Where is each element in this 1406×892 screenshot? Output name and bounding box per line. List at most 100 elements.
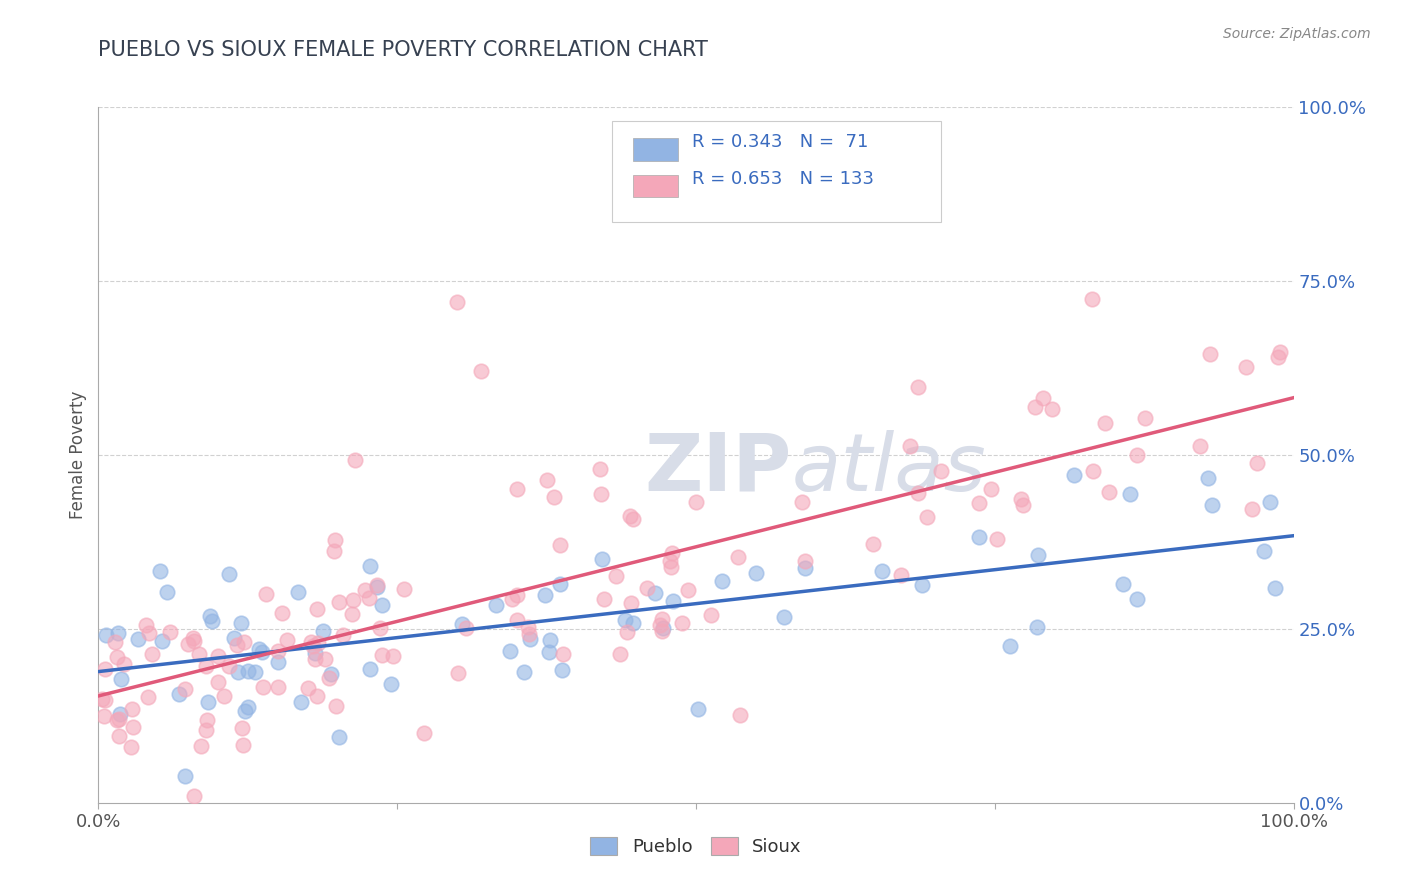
Point [236,699,259,714]
Point [226,665,249,679]
Point [1081,293,1104,307]
Point [276,632,298,647]
Point [862,537,884,551]
Point [685,495,707,509]
Point [671,616,693,631]
Point [197,695,219,709]
Point [311,624,333,638]
Point [506,613,529,627]
Point [231,721,253,735]
Point [328,595,350,609]
Point [605,569,627,583]
Point [195,659,218,673]
Point [267,655,290,669]
Point [195,713,218,727]
Point [446,294,468,309]
Point [1040,402,1063,417]
Point [485,598,508,612]
Point [1094,416,1116,430]
Point [1010,492,1032,507]
Point [304,646,326,660]
Point [138,626,160,640]
Point [1063,468,1085,483]
Point [108,729,131,743]
Point [1133,411,1156,425]
Point [1253,544,1275,558]
Point [506,482,529,496]
Point [105,714,128,728]
Point [967,530,990,544]
Y-axis label: Female Poverty: Female Poverty [69,391,87,519]
Point [609,647,631,661]
Point [592,591,614,606]
Point [470,364,492,378]
Point [613,614,636,628]
Point [218,659,240,673]
Point [104,635,127,649]
Point [183,634,205,648]
Point [1126,448,1149,462]
Point [321,666,343,681]
Point [120,739,142,754]
Point [890,567,912,582]
Point [727,549,749,564]
Point [314,652,336,666]
Point [537,645,560,659]
Point [254,587,277,601]
Point [1199,347,1222,361]
Point [644,586,666,600]
Point [499,644,522,658]
Text: R = 0.653   N = 133: R = 0.653 N = 133 [692,169,875,187]
Point [686,702,709,716]
Point [93,693,115,707]
FancyBboxPatch shape [633,138,678,161]
Point [366,580,388,594]
Point [730,707,752,722]
Text: PUEBLO VS SIOUX FEMALE POVERTY CORRELATION CHART: PUEBLO VS SIOUX FEMALE POVERTY CORRELATI… [98,40,709,60]
Point [651,612,673,626]
Point [1081,464,1104,478]
Point [589,487,612,501]
Point [592,551,614,566]
Point [551,663,574,677]
Point [745,566,768,580]
Point [392,582,415,597]
Point [506,588,529,602]
Point [135,618,157,632]
Point [149,564,172,578]
Point [94,628,117,642]
Point [371,648,394,662]
Point [188,647,211,661]
Point [359,662,381,676]
Point [342,592,364,607]
Point [93,662,115,676]
Point [127,632,149,646]
Point [915,509,938,524]
Point [1098,484,1121,499]
Point [536,473,558,487]
Point [222,631,245,645]
Text: atlas: atlas [792,430,987,508]
Point [236,664,259,678]
Point [173,769,195,783]
Point [636,582,658,596]
Point [305,602,328,616]
Point [218,567,240,582]
Point [519,632,541,647]
Point [323,533,346,548]
Point [1268,345,1291,359]
Point [1119,487,1142,501]
Point [107,650,129,665]
Point [194,723,217,737]
Point [207,648,229,663]
Point [538,633,561,648]
Point [1267,351,1289,365]
Point [907,380,929,394]
Point [1188,439,1211,453]
Point [773,610,796,624]
Point [108,712,131,726]
Point [517,627,540,641]
Point [366,578,388,592]
Point [517,619,540,633]
Point [357,591,380,605]
